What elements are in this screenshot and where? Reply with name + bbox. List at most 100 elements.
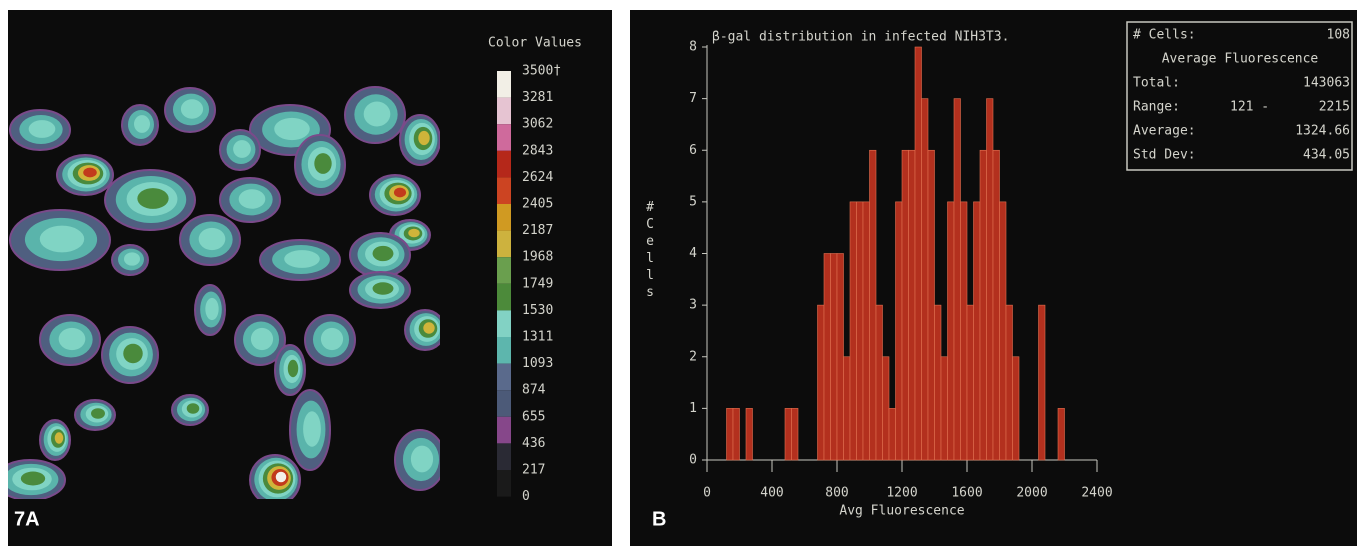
cell-region <box>372 282 394 295</box>
bar <box>999 201 1007 461</box>
color-swatch <box>497 443 511 470</box>
cell-region <box>238 189 266 209</box>
cell-region <box>423 322 435 334</box>
cell-region <box>314 153 332 174</box>
cell-region <box>123 343 143 364</box>
bar <box>921 98 929 461</box>
bar <box>1005 304 1013 461</box>
y-tick-label: 2 <box>689 349 697 364</box>
cell-region <box>20 471 46 486</box>
bar <box>966 304 974 461</box>
y-tick-label: 5 <box>689 194 697 209</box>
bar <box>908 149 916 461</box>
color-scale-label: 2187 <box>522 223 553 238</box>
color-scale-label: 217 <box>522 463 545 478</box>
info-text: # Cells: <box>1133 28 1196 43</box>
bar <box>745 408 753 461</box>
bar <box>940 356 948 461</box>
bar <box>830 253 838 461</box>
cell-region <box>28 120 56 138</box>
x-tick-label: 1600 <box>951 486 982 501</box>
cell-region <box>58 327 86 351</box>
x-tick-label: 2400 <box>1081 486 1112 501</box>
info-text: Total: <box>1133 76 1180 91</box>
cell-region <box>303 411 321 447</box>
info-box <box>1126 21 1353 171</box>
color-swatch <box>497 310 511 337</box>
bar <box>817 304 825 461</box>
bar <box>947 201 955 461</box>
color-swatch <box>497 71 511 98</box>
cell-region <box>284 250 320 268</box>
cell-region <box>408 228 420 238</box>
color-swatch <box>497 97 511 125</box>
color-swatch <box>497 177 511 204</box>
y-tick-label: 6 <box>689 143 697 158</box>
bar <box>836 253 844 461</box>
color-scale-label: 655 <box>522 409 545 424</box>
cell-region <box>363 101 391 127</box>
y-tick-label: 3 <box>689 298 697 313</box>
cell-region <box>274 117 310 141</box>
cell-region <box>180 99 204 119</box>
color-scale-label: 2624 <box>522 170 553 185</box>
cell-region <box>134 115 150 133</box>
cell-region <box>83 167 97 178</box>
color-swatch <box>497 416 511 444</box>
color-scale-label: 3281 <box>522 90 553 105</box>
bar <box>960 201 968 461</box>
color-swatch <box>497 204 511 231</box>
bar <box>1057 408 1065 461</box>
color-swatch <box>497 257 511 284</box>
color-swatch <box>497 470 511 497</box>
color-swatch <box>497 337 511 364</box>
y-tick-label: 4 <box>689 246 697 261</box>
cell-region <box>198 227 226 251</box>
info-text: 108 <box>1327 28 1350 43</box>
color-swatch <box>497 124 511 151</box>
y-axis-label: #Cells <box>643 200 658 302</box>
panel-label: B <box>652 508 666 530</box>
info-text: Std Dev: <box>1133 148 1196 163</box>
info-text: 143063 <box>1303 76 1350 91</box>
info-text: Average: <box>1133 124 1196 139</box>
bar <box>1012 356 1020 461</box>
bar <box>1038 304 1046 461</box>
color-scale-label: 1749 <box>522 276 553 291</box>
bar <box>791 408 799 461</box>
bar <box>901 149 909 461</box>
cell-region <box>275 471 287 483</box>
x-tick-label: 800 <box>825 486 848 501</box>
cell-region <box>250 327 274 351</box>
bar <box>895 201 903 461</box>
y-tick-label: 1 <box>689 401 697 416</box>
bar <box>888 408 896 461</box>
cell-image <box>8 86 440 499</box>
bar <box>843 356 851 461</box>
bar <box>927 149 935 461</box>
bar <box>953 98 961 461</box>
bar <box>732 408 740 461</box>
cell-region <box>91 408 105 419</box>
bar <box>882 356 890 461</box>
cell-region <box>137 188 169 209</box>
color-scale-label: 1968 <box>522 250 553 265</box>
color-scale-label: 3500† <box>522 64 561 79</box>
bar <box>914 46 922 461</box>
color-scale-label: 1311 <box>522 330 553 345</box>
bar <box>973 201 981 461</box>
bar <box>849 201 857 461</box>
color-swatch <box>497 150 511 178</box>
info-text: 2215 <box>1319 100 1350 115</box>
x-tick-label: 0 <box>703 486 711 501</box>
cell-region <box>186 403 200 414</box>
color-scale-label: 3062 <box>522 117 553 132</box>
bar <box>979 149 987 461</box>
x-axis-label: Avg Fluorescence <box>839 504 964 519</box>
color-swatch <box>497 363 511 391</box>
y-tick-label: 8 <box>689 40 697 55</box>
info-text: Range: <box>1133 100 1180 115</box>
bar <box>726 408 734 461</box>
bar <box>869 149 877 461</box>
